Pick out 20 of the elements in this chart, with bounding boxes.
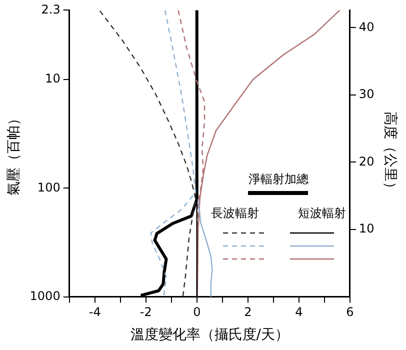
x-tick-label: -4	[88, 305, 101, 320]
y2-tick-label: 10	[358, 222, 374, 236]
x-tick-label: 4	[295, 305, 303, 320]
x-tick-label: -2	[140, 305, 152, 320]
y-tick-label: 1000	[30, 288, 60, 303]
x-axis-title: 溫度變化率（攝氏度/天）	[130, 327, 289, 344]
y2-tick-label: 30	[358, 87, 374, 102]
y-tick-label: 10	[45, 72, 60, 86]
annotation: 短波輻射	[298, 204, 346, 222]
text: 淨輻射加總	[247, 170, 310, 188]
y2-tick-label: 40	[358, 20, 374, 34]
x-tick-label: 0	[193, 305, 201, 320]
annotation: 長波輻射	[210, 204, 259, 222]
y-tick-label: 2.3	[41, 2, 60, 16]
x-tick-label: 6	[346, 305, 354, 320]
y2-axis-title: 高度（公里）	[382, 112, 398, 196]
y-tick-label: 100	[37, 180, 60, 194]
y2-tick-label: 20	[358, 154, 374, 168]
x-tick-label: 2	[244, 305, 252, 320]
y-axis-title: 氣壓（百帕）	[6, 112, 22, 196]
